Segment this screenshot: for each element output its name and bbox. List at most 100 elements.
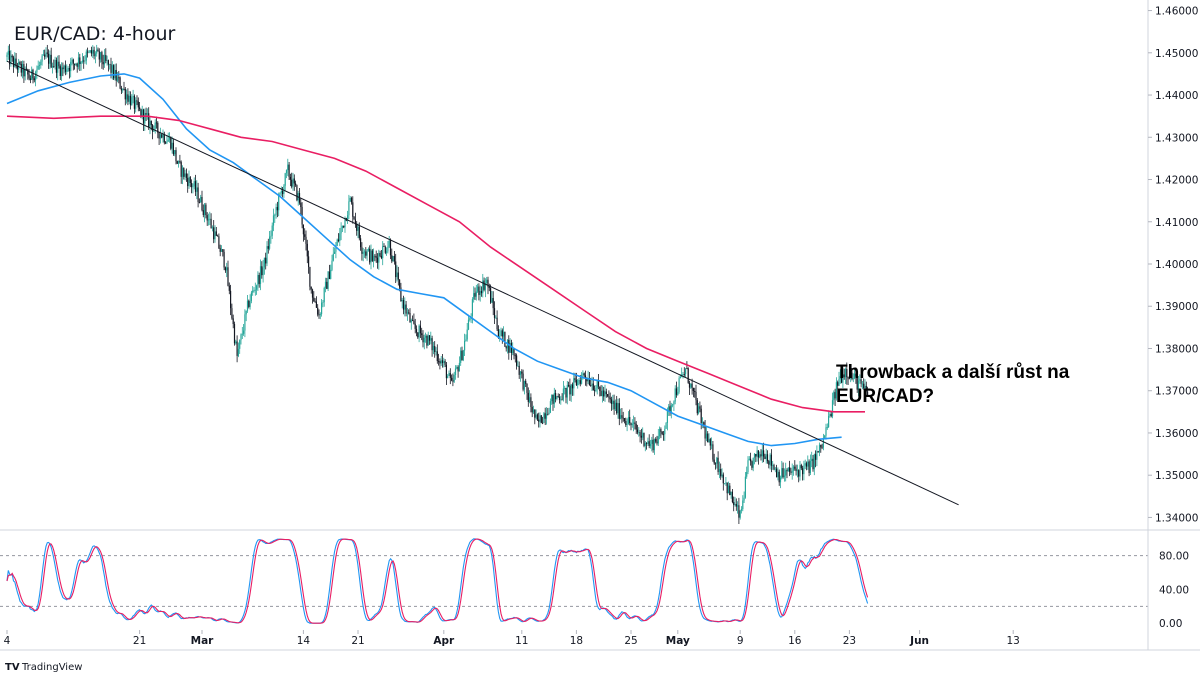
candle-body <box>132 95 134 98</box>
candle-body <box>262 267 264 276</box>
candle-body <box>284 173 286 186</box>
y-tick-label: 1.38000 <box>1155 343 1198 355</box>
candle-body <box>310 286 312 290</box>
candle-body <box>373 255 375 261</box>
candle-body <box>547 413 549 415</box>
candle-body <box>435 351 437 353</box>
candle-body <box>777 471 779 478</box>
candle-body <box>829 413 831 416</box>
candle-body <box>452 380 454 382</box>
candle-body <box>687 368 689 383</box>
candle-body <box>636 429 639 433</box>
oscillator-grid <box>0 555 1148 607</box>
candle-body <box>348 201 350 216</box>
candle-body <box>404 304 406 310</box>
candle-body <box>834 392 836 399</box>
candle-body <box>499 336 501 338</box>
x-tick-label: 21 <box>133 635 146 647</box>
candle-body <box>757 450 759 458</box>
candle-body <box>425 335 427 338</box>
candle-body <box>600 390 602 396</box>
candle-body <box>18 62 20 70</box>
candle-body <box>738 505 740 518</box>
candle-body <box>232 318 234 325</box>
stoch-tick-label: 40.00 <box>1159 584 1189 596</box>
candle-body <box>150 120 152 126</box>
candle-body <box>651 439 653 444</box>
candle-body <box>259 266 262 284</box>
candle-body <box>341 225 343 228</box>
candle-body <box>200 197 202 203</box>
candle-body <box>217 235 219 237</box>
candle-body <box>306 243 308 257</box>
candle-body <box>659 429 661 437</box>
candle-body <box>480 290 483 294</box>
candle-body <box>31 69 33 80</box>
tradingview-logo-icon: TV <box>5 662 20 673</box>
candle-body <box>846 368 848 378</box>
candle-body <box>201 197 203 211</box>
candle-body <box>15 58 17 66</box>
candle-body <box>672 404 674 406</box>
candle-body <box>805 463 808 467</box>
candle-body <box>258 274 260 284</box>
candle-body <box>660 429 662 432</box>
candle-body <box>314 301 316 302</box>
candle-body <box>249 301 251 307</box>
candle-body <box>274 214 276 216</box>
candle-body <box>510 342 512 353</box>
candle-body <box>692 387 694 392</box>
candle-body <box>490 287 492 303</box>
candle-body <box>243 330 245 334</box>
candle-body <box>38 65 41 66</box>
candle-body <box>215 231 217 236</box>
candle-body <box>426 335 428 346</box>
candle-body <box>465 339 467 342</box>
candle-body <box>460 350 462 363</box>
candle-body <box>753 454 756 458</box>
candle-body <box>62 67 64 70</box>
candle-body <box>492 298 494 309</box>
candle-body <box>461 350 463 361</box>
candle-body <box>607 394 609 397</box>
candle-body <box>184 173 186 177</box>
candle-body <box>438 361 440 362</box>
candle-body <box>657 436 659 444</box>
y-tick-label: 1.34000 <box>1155 512 1198 524</box>
candle-body <box>334 251 336 254</box>
candle-body <box>400 287 402 302</box>
candle-body <box>478 286 480 295</box>
candle-body <box>781 468 783 478</box>
candle-body <box>256 285 258 290</box>
candle-body <box>275 207 277 215</box>
candle-body <box>787 467 789 472</box>
candle-body <box>32 69 34 79</box>
candle-body <box>127 94 129 102</box>
candle-body <box>555 393 557 400</box>
candle-body <box>105 55 107 61</box>
candle-body <box>646 443 648 445</box>
candle-body <box>694 391 696 392</box>
candle-body <box>122 88 124 91</box>
candle-body <box>90 50 93 54</box>
candle-body <box>300 202 302 208</box>
candle-body <box>354 219 356 225</box>
candle-body <box>536 414 538 420</box>
candle-body <box>573 378 575 389</box>
tradingview-logo[interactable]: TV TradingView <box>5 662 82 673</box>
candle-body <box>163 133 165 143</box>
candle-body <box>794 466 796 469</box>
x-tick-label: 14 <box>297 635 311 647</box>
candle-body <box>76 63 78 67</box>
candle-body <box>139 107 141 109</box>
candle-body <box>244 314 246 331</box>
candle-body <box>279 192 281 195</box>
candle-body <box>635 424 637 430</box>
candle-body <box>165 142 167 144</box>
candle-body <box>414 323 416 329</box>
candle-body <box>539 415 541 422</box>
candle-body <box>187 177 189 187</box>
candle-body <box>865 385 867 392</box>
candle-body <box>109 63 111 65</box>
